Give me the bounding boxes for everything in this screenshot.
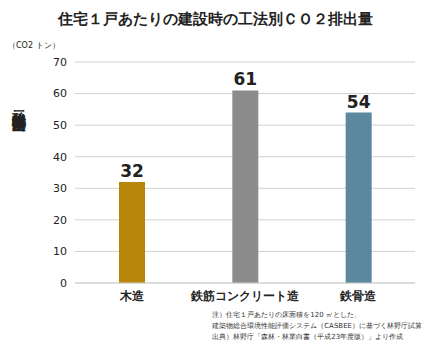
svg-text:10: 10 — [53, 245, 67, 258]
svg-text:40: 40 — [53, 151, 67, 164]
svg-text:54: 54 — [347, 92, 371, 112]
svg-text:32: 32 — [120, 161, 144, 181]
html-text:出典）林野庁「森林・林業白書（平成23年度版）」より作成: 出典）林野庁「森林・林業白書（平成23年度版）」より作成 — [212, 333, 404, 341]
html-text:（CO2 トン）: （CO2 トン） — [8, 41, 60, 50]
svg-text:70: 70 — [53, 56, 67, 69]
html-text:住宅１戸あたりの建設時の工法別ＣＯ２排出量: 住宅１戸あたりの建設時の工法別ＣＯ２排出量 — [57, 10, 373, 28]
svg-text:60: 60 — [53, 87, 67, 100]
html-text:注）住宅１戸あたりの床面積を120 ㎡とした、: 注）住宅１戸あたりの床面積を120 ㎡とした、 — [212, 311, 361, 319]
svg-text:61: 61 — [233, 69, 257, 89]
svg-text:0: 0 — [60, 277, 67, 290]
html-text:二酸化炭素排出量: 二酸化炭素排出量 — [11, 100, 27, 108]
html-text:建築物総合環境性能評価システム（CASBEE）に基づく林野庁: 建築物総合環境性能評価システム（CASBEE）に基づく林野庁試算 — [212, 322, 422, 330]
svg-text:鉄筋コンクリート造: 鉄筋コンクリート造 — [190, 289, 300, 303]
svg-text:鉄骨造: 鉄骨造 — [339, 289, 377, 303]
svg-text:30: 30 — [53, 182, 67, 195]
svg-text:木造: 木造 — [119, 289, 145, 303]
svg-text:50: 50 — [53, 119, 67, 132]
svg-text:20: 20 — [53, 214, 67, 227]
